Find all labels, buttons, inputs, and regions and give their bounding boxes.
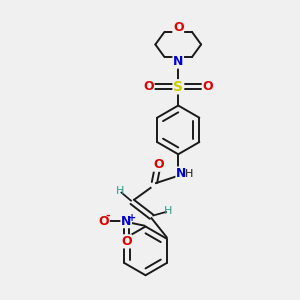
Text: O: O	[173, 21, 184, 34]
Text: S: S	[173, 80, 183, 94]
Text: O: O	[99, 214, 109, 228]
Text: H: H	[164, 206, 172, 216]
Text: O: O	[173, 21, 184, 34]
Text: +: +	[128, 213, 136, 223]
Text: O: O	[154, 158, 164, 171]
Text: -: -	[105, 211, 110, 221]
Text: N: N	[173, 55, 183, 68]
Text: N: N	[176, 167, 186, 180]
Text: N: N	[121, 214, 131, 228]
Text: H: H	[116, 186, 124, 197]
Text: O: O	[143, 80, 154, 93]
Text: H: H	[184, 169, 193, 179]
Text: O: O	[202, 80, 213, 93]
Text: N: N	[173, 55, 183, 68]
Text: O: O	[121, 235, 131, 248]
